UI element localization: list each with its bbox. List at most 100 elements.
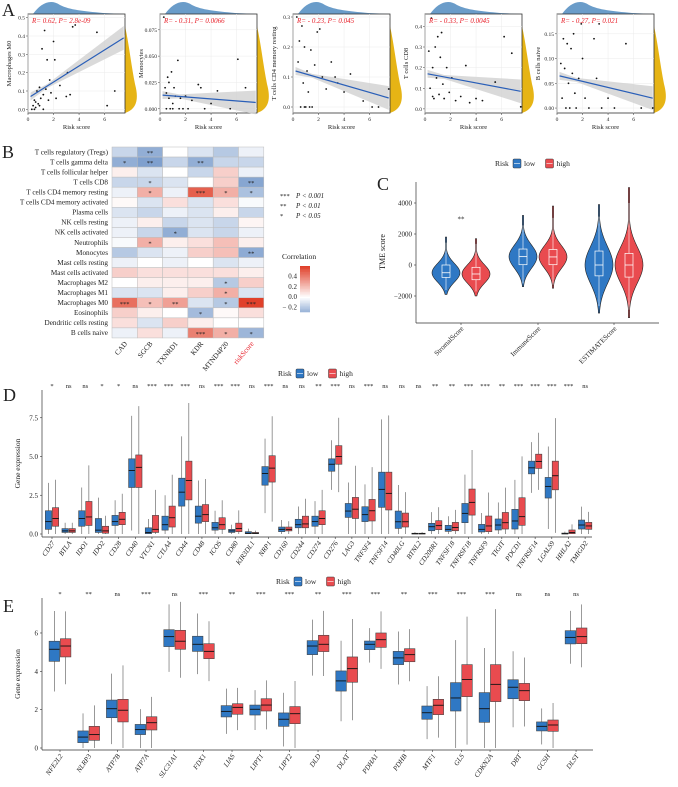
data-point bbox=[34, 106, 37, 109]
data-point bbox=[475, 97, 477, 100]
data-point bbox=[244, 86, 247, 89]
heatmap-cell bbox=[212, 156, 239, 168]
box-high bbox=[368, 499, 376, 522]
x-tick-label: 2 bbox=[581, 117, 584, 123]
data-point bbox=[494, 81, 497, 83]
y-tick-label: 2 bbox=[35, 706, 39, 714]
significance-label: *** bbox=[342, 591, 352, 598]
colorbar-tick-label: 0.2 bbox=[288, 283, 297, 291]
data-point bbox=[203, 107, 206, 110]
data-point bbox=[598, 23, 601, 25]
significance-label: ns bbox=[172, 591, 178, 598]
data-point bbox=[197, 83, 200, 86]
significance-label: *** bbox=[141, 591, 151, 598]
colorbar-segment bbox=[300, 304, 310, 307]
scatter-plot-0: 0.0 0.1 0.2 0.3 0.4 0.5 0 2 4 6 R= 0.62, P= 2.8e-0… bbox=[6, 1, 137, 131]
significance-label: ns bbox=[66, 383, 72, 390]
heatmap-cell bbox=[162, 197, 189, 208]
row-label: T cells gamma delta bbox=[50, 158, 109, 166]
data-point bbox=[568, 107, 571, 109]
data-point bbox=[173, 86, 175, 89]
data-point bbox=[303, 46, 306, 48]
heatmap-cell bbox=[162, 307, 189, 319]
heatmap-cell bbox=[162, 237, 189, 248]
y-tick-label: 0.0 bbox=[29, 531, 38, 539]
legend-label: high bbox=[340, 369, 354, 378]
box-low bbox=[128, 458, 136, 488]
heatmap-cell bbox=[212, 317, 239, 329]
sig-legend-stars: * bbox=[280, 213, 283, 220]
x-tick-label: ESTIMATEScore bbox=[578, 325, 619, 366]
x-tick-label: 0 bbox=[292, 117, 295, 123]
data-point bbox=[113, 90, 116, 92]
box-high bbox=[451, 522, 459, 532]
significance-label: *** bbox=[480, 383, 490, 390]
box-low bbox=[344, 503, 352, 518]
panel-letter-B: B bbox=[2, 142, 14, 162]
box-high bbox=[547, 719, 559, 732]
colorbar-segment bbox=[300, 278, 310, 281]
row-label: Mast cells resting bbox=[57, 259, 108, 267]
box-low bbox=[306, 640, 318, 655]
box-low bbox=[361, 506, 369, 522]
data-point bbox=[38, 86, 41, 89]
x-tick-label: 6 bbox=[103, 117, 106, 123]
row-label: Eosinophils bbox=[74, 309, 108, 317]
y-axis-label: Gene expression bbox=[13, 438, 22, 488]
data-point bbox=[311, 106, 314, 108]
significance-label: *** bbox=[530, 383, 540, 390]
heatmap-cell bbox=[111, 237, 138, 248]
panel-letter-C: C bbox=[377, 174, 389, 194]
significance-label: *** bbox=[485, 591, 495, 598]
data-point bbox=[59, 84, 61, 87]
box-low bbox=[478, 524, 486, 533]
heatmap-cell bbox=[137, 197, 163, 208]
box-high bbox=[118, 511, 126, 525]
row-label: Plasma cells bbox=[72, 209, 108, 217]
box-high bbox=[351, 497, 359, 519]
data-point bbox=[170, 71, 173, 73]
colorbar-segment bbox=[300, 295, 310, 297]
box-high bbox=[235, 522, 243, 532]
heatmap-cell bbox=[212, 146, 239, 158]
legend-title: Risk bbox=[278, 369, 292, 378]
y-axis-label: T cells CD4 memory resting bbox=[271, 26, 278, 101]
data-point bbox=[613, 107, 616, 109]
heatmap-cell bbox=[238, 307, 265, 319]
heatmap-cell bbox=[238, 166, 265, 178]
significance-label: ns bbox=[349, 383, 355, 390]
significance-label: ** bbox=[432, 383, 439, 390]
x-tick-label: CDKN2A bbox=[473, 752, 495, 779]
heatmap-cell bbox=[212, 176, 239, 188]
box-low bbox=[192, 635, 204, 652]
y-tick-label: 0.2 bbox=[415, 66, 422, 72]
y-tick-label: 0.0 bbox=[415, 107, 422, 113]
data-point bbox=[433, 97, 435, 100]
legend-label: high bbox=[338, 577, 352, 586]
significance-stars: * bbox=[199, 311, 202, 318]
data-point bbox=[343, 91, 345, 93]
box-low bbox=[194, 505, 202, 524]
row-label: Dendritic cells resting bbox=[45, 319, 109, 327]
significance-label: ** bbox=[401, 591, 408, 598]
y-tick-label: 0.1 bbox=[18, 89, 25, 95]
colorbar-segment bbox=[300, 299, 310, 302]
data-point bbox=[165, 107, 168, 110]
significance-stars: * bbox=[224, 291, 227, 298]
significance-label: ns bbox=[544, 591, 550, 598]
data-point bbox=[565, 107, 567, 109]
legend-key-low: low bbox=[295, 368, 319, 379]
data-point bbox=[427, 50, 430, 53]
data-point bbox=[48, 79, 51, 81]
heatmap-cell bbox=[111, 307, 138, 319]
data-point bbox=[42, 108, 45, 111]
y-tick-label: 0.4 bbox=[415, 24, 422, 30]
x-tick-label: LIPT1 bbox=[248, 753, 265, 773]
x-axis-label: Risk score bbox=[328, 124, 355, 131]
box-high bbox=[568, 529, 576, 534]
row-label: NK cells activated bbox=[55, 229, 108, 237]
boxplot-panel-D: Risk low high 0.0 2.5 5.0 7.5 Gene expression CD… bbox=[13, 368, 593, 570]
significance-stars: * bbox=[250, 190, 253, 197]
data-point bbox=[34, 101, 37, 103]
